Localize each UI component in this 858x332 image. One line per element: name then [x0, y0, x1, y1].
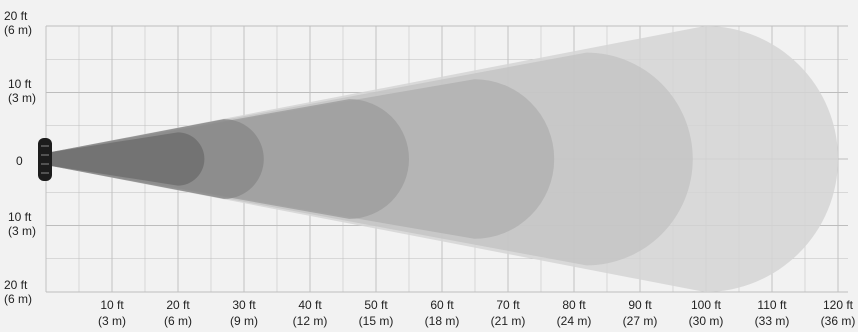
- x-label-40ft: 40 ft (12 m): [293, 298, 328, 328]
- x-label-50ft: 50 ft (15 m): [359, 298, 394, 328]
- y-label-10ft-top: 10 ft (3 m): [8, 77, 36, 105]
- x-axis-labels: 10 ft (3 m) 20 ft (6 m) 30 ft (9 m) 40 ft (12 m…: [98, 298, 855, 328]
- light-fixture: [38, 138, 52, 181]
- x-label-70ft: 70 ft (21 m): [491, 298, 526, 328]
- y-label-zero: 0: [16, 154, 23, 168]
- beam-zone-6: [46, 132, 205, 186]
- y-label-20ft-top: 20 ft (6 m): [4, 9, 32, 37]
- beam-zones: [46, 26, 838, 292]
- x-label-30ft: 30 ft (9 m): [230, 298, 258, 328]
- x-label-100ft: 100 ft (30 m): [689, 298, 724, 328]
- x-label-90ft: 90 ft (27 m): [623, 298, 658, 328]
- y-axis-labels: 20 ft (6 m) 10 ft (3 m) 0 10 ft (3 m) 20…: [4, 9, 36, 306]
- y-label-10ft-bottom: 10 ft (3 m): [8, 210, 36, 238]
- x-label-120ft: 120 ft (36 m): [821, 298, 856, 328]
- x-label-80ft: 80 ft (24 m): [557, 298, 592, 328]
- x-label-20ft: 20 ft (6 m): [164, 298, 192, 328]
- y-label-20ft-bottom: 20 ft (6 m): [4, 278, 32, 306]
- x-label-10ft: 10 ft (3 m): [98, 298, 126, 328]
- x-label-60ft: 60 ft (18 m): [425, 298, 460, 328]
- x-label-110ft: 110 ft (33 m): [755, 298, 790, 328]
